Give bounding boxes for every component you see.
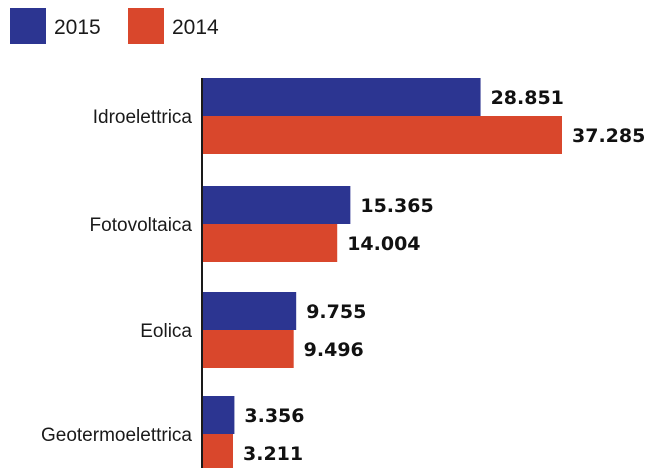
bar-fotovoltaica-2015 [202, 186, 351, 224]
category-label-eolica: Eolica [140, 321, 192, 342]
legend-label-2014: 2014 [172, 16, 219, 39]
value-label-geotermoelettrica-2015: 3.356 [244, 405, 304, 427]
bar-idroelettrica-2014 [202, 116, 562, 154]
bar-geotermoelettrica-2015 [202, 396, 235, 434]
bar-idroelettrica-2015 [202, 78, 481, 116]
category-label-idroelettrica: Idroelettrica [93, 107, 193, 128]
value-label-fotovoltaica-2015: 15.365 [360, 195, 433, 217]
legend-swatch-2015 [10, 8, 46, 44]
value-label-geotermoelettrica-2014: 3.211 [243, 443, 303, 465]
category-label-geotermoelettrica: Geotermoelettrica [41, 425, 192, 446]
bar-fotovoltaica-2014 [202, 224, 338, 262]
value-label-fotovoltaica-2014: 14.004 [347, 233, 420, 255]
bar-eolica-2014 [202, 330, 294, 368]
bar-geotermoelettrica-2014 [202, 434, 234, 468]
value-label-idroelettrica-2015: 28.851 [491, 87, 564, 109]
value-label-idroelettrica-2014: 37.285 [572, 125, 645, 147]
legend-swatch-2014 [128, 8, 164, 44]
value-label-eolica-2014: 9.496 [304, 339, 364, 361]
legend-label-2015: 2015 [54, 16, 101, 39]
category-label-fotovoltaica: Fotovoltaica [90, 215, 193, 236]
value-label-eolica-2015: 9.755 [306, 301, 366, 323]
bar-eolica-2015 [202, 292, 297, 330]
